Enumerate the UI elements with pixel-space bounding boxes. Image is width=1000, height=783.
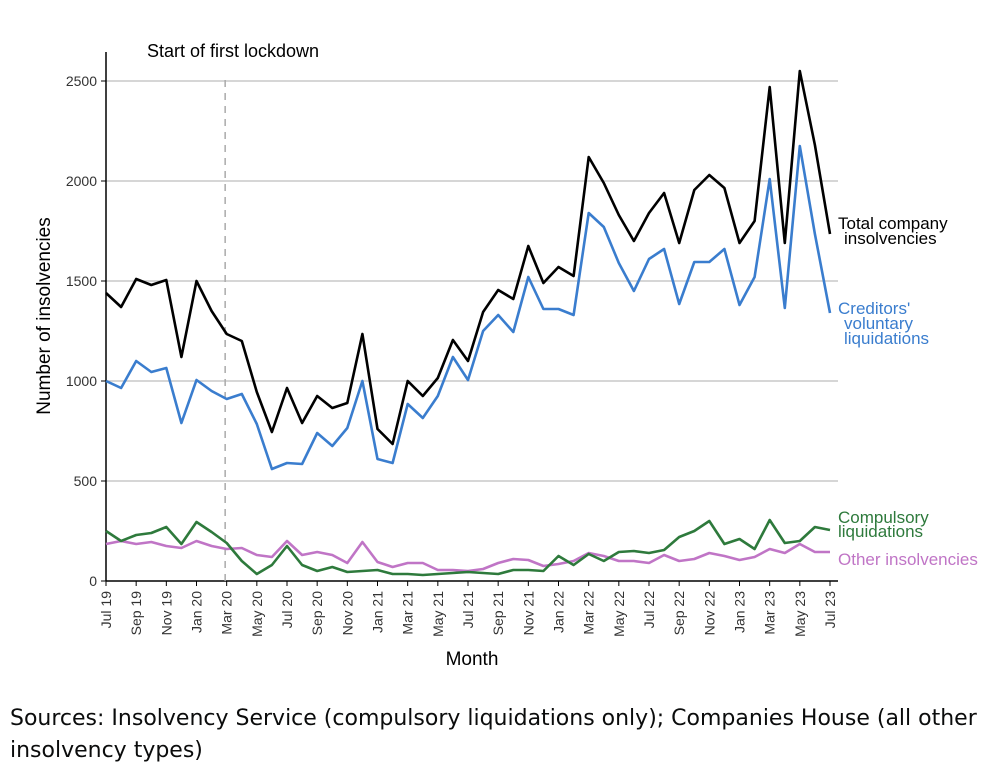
series-label: Other insolvencies bbox=[838, 550, 978, 569]
x-tick-label: Jul 19 bbox=[98, 591, 114, 629]
x-tick-label: Jul 23 bbox=[822, 591, 838, 629]
x-tick-label: Mar 22 bbox=[581, 591, 597, 635]
x-tick-label: May 23 bbox=[792, 591, 808, 637]
x-tick-label: May 21 bbox=[430, 591, 446, 637]
y-tick-label: 1500 bbox=[66, 273, 97, 289]
x-tick-label: May 22 bbox=[611, 591, 627, 637]
series-line-other-insolvencies bbox=[105, 539, 830, 573]
lockdown-annotation: Start of first lockdown bbox=[147, 41, 319, 61]
x-tick-label: Jan 23 bbox=[732, 591, 748, 633]
series-line-total-company-insolvencies bbox=[105, 69, 832, 446]
series-lines bbox=[105, 69, 832, 577]
x-axis-ticks: Jul 19 Sep 19 Nov 19 Jan 20 Mar 20 May 20 Jul … bbox=[98, 581, 838, 637]
x-tick-label: Mar 21 bbox=[400, 591, 416, 635]
x-tick-label: Nov 21 bbox=[520, 591, 536, 636]
x-tick-label: Jul 22 bbox=[641, 591, 657, 629]
gridlines bbox=[106, 80, 838, 482]
x-tick-label: Jul 21 bbox=[460, 591, 476, 629]
x-tick-label: Mar 23 bbox=[762, 591, 778, 635]
series-label: Creditors' voluntary liquidations bbox=[838, 299, 929, 348]
source-note: Sources: Insolvency Service (compulsory … bbox=[10, 706, 977, 763]
series-label: Total company insolvencies bbox=[838, 214, 948, 248]
x-axis-title: Month bbox=[446, 649, 499, 670]
y-tick-label: 1000 bbox=[66, 373, 97, 389]
x-tick-label: Jan 20 bbox=[189, 591, 205, 633]
y-tick-label: 2500 bbox=[66, 73, 97, 89]
x-tick-label: Sep 22 bbox=[671, 591, 687, 636]
series-line-compulsory-liquidations bbox=[105, 518, 831, 577]
x-tick-label: Nov 20 bbox=[339, 591, 355, 636]
y-axis-ticks: 0 500 1000 1500 2000 2500 bbox=[66, 73, 106, 589]
x-tick-label: Jan 21 bbox=[370, 591, 386, 633]
x-tick-label: Sep 21 bbox=[490, 591, 506, 636]
series-line-creditors-voluntary-liquidations bbox=[105, 144, 832, 471]
x-tick-label: Jan 22 bbox=[551, 591, 567, 633]
y-tick-label: 500 bbox=[74, 473, 98, 489]
x-tick-label: May 20 bbox=[249, 591, 265, 637]
x-tick-label: Sep 20 bbox=[309, 591, 325, 636]
y-tick-label: 0 bbox=[89, 573, 97, 589]
series-label: Compulsory liquidations bbox=[838, 508, 929, 541]
x-tick-label: Sep 19 bbox=[128, 591, 144, 636]
x-tick-label: Nov 19 bbox=[158, 591, 174, 636]
y-tick-label: 2000 bbox=[66, 173, 97, 189]
series-labels: Total company insolvencies Creditors' volun… bbox=[838, 214, 978, 569]
x-tick-label: Nov 22 bbox=[701, 591, 717, 636]
y-axis-title: Number of insolvencies bbox=[34, 217, 55, 414]
x-tick-label: Mar 20 bbox=[219, 591, 235, 635]
x-tick-label: Jul 20 bbox=[279, 591, 295, 629]
